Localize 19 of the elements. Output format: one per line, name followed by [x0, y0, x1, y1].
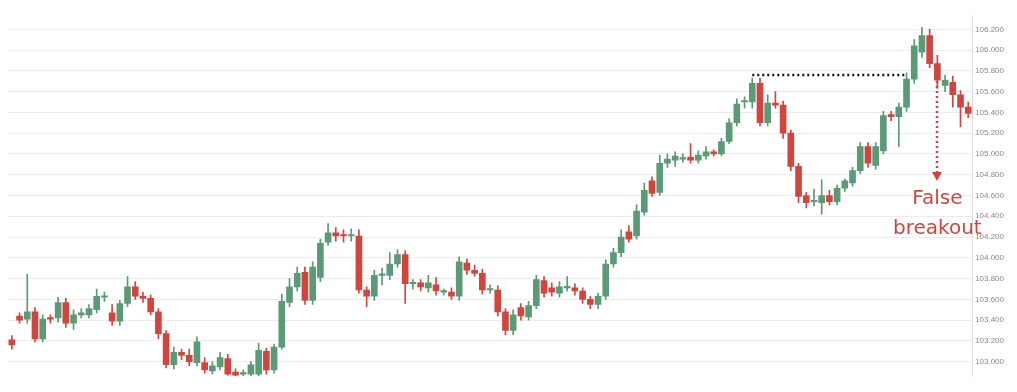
- candlestick: [440, 288, 448, 296]
- y-tick-label: 105.400: [975, 107, 1005, 117]
- y-tick-label: 105.000: [975, 149, 1005, 159]
- y-tick-label: 106.000: [975, 45, 1005, 55]
- y-tick-label: 104.800: [975, 169, 1005, 179]
- y-tick-label: 105.600: [975, 86, 1005, 96]
- y-tick-label: 104.000: [975, 253, 1005, 262]
- y-tick-label: 104.600: [975, 190, 1005, 200]
- y-tick-label: 105.800: [975, 66, 1005, 76]
- y-tick-label: 103.200: [975, 336, 1005, 346]
- candlestick: [347, 228, 355, 242]
- candlestick: [23, 274, 31, 324]
- y-tick-label: 103.600: [975, 294, 1005, 304]
- y-tick-label: 103.800: [975, 273, 1005, 283]
- y-tick-label: 106.200: [975, 24, 1005, 34]
- y-tick-label: 103.000: [975, 356, 1005, 366]
- y-tick-label: 104.400: [975, 211, 1005, 221]
- y-tick-label: 105.200: [975, 128, 1005, 138]
- y-tick-label: 103.400: [975, 315, 1005, 325]
